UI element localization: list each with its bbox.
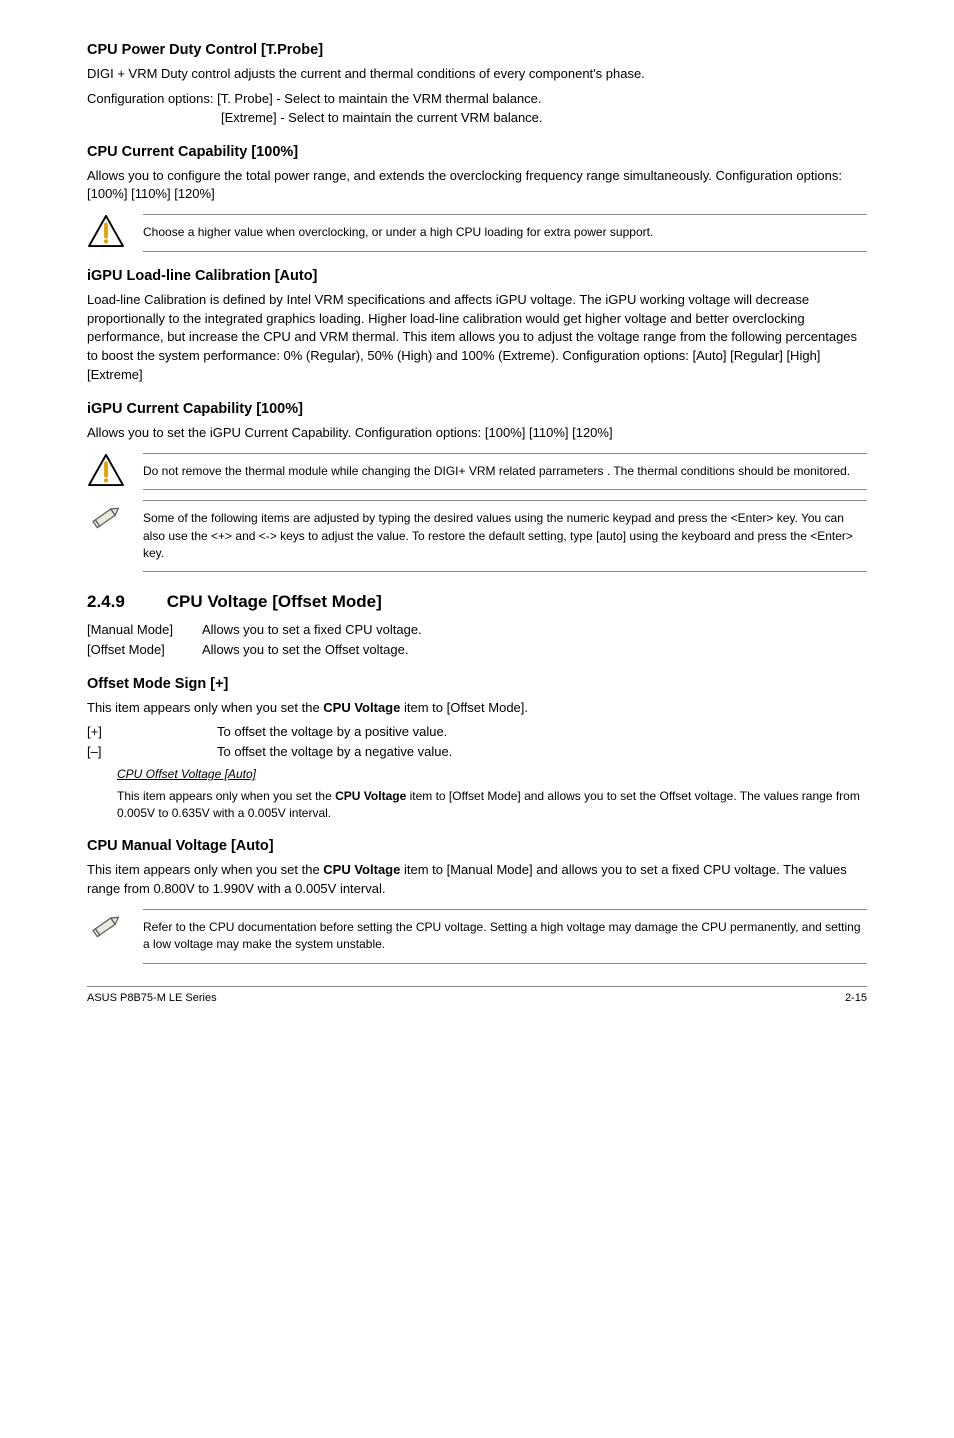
- pencil-icon: [87, 909, 125, 943]
- text-line: Do not remove the thermal module while c…: [143, 463, 867, 480]
- sub-section: CPU Offset Voltage [Auto] This item appe…: [87, 766, 867, 822]
- option-row: [+] To offset the voltage by a positive …: [87, 723, 867, 742]
- text-bold: CPU Voltage: [323, 862, 400, 877]
- callout-text: Some of the following items are adjusted…: [143, 500, 867, 572]
- footer-right: 2-15: [845, 991, 867, 1007]
- option-row: [Manual Mode] Allows you to set a fixed …: [87, 621, 867, 640]
- text-bold: CPU Voltage: [323, 700, 400, 715]
- text-line: [Extreme] - Select to maintain the curre…: [87, 110, 543, 125]
- text-line: Choose a higher value when overclocking,…: [143, 224, 867, 241]
- heading-igpu-loadline: iGPU Load-line Calibration [Auto]: [87, 266, 867, 287]
- callout-text: Choose a higher value when overclocking,…: [143, 214, 867, 251]
- text-span: item to [Offset Mode].: [400, 700, 528, 715]
- text-line: Configuration options: [T. Probe] - Sele…: [87, 91, 542, 106]
- heading-cpu-manual-voltage: CPU Manual Voltage [Auto]: [87, 836, 867, 857]
- body-text: DIGI + VRM Duty control adjusts the curr…: [87, 65, 867, 84]
- section-title: CPU Voltage [Offset Mode]: [167, 592, 382, 611]
- warning-icon: [87, 453, 125, 487]
- body-text: This item appears only when you set the …: [87, 861, 867, 899]
- text-line: Some of the following items are adjusted…: [143, 510, 867, 562]
- text-line: Refer to the CPU documentation before se…: [143, 919, 867, 954]
- heading-cpu-power-duty: CPU Power Duty Control [T.Probe]: [87, 40, 867, 61]
- option-key: [Manual Mode]: [87, 621, 202, 640]
- footer-left: ASUS P8B75-M LE Series: [87, 991, 217, 1007]
- heading-cpu-voltage: 2.4.9 CPU Voltage [Offset Mode]: [87, 590, 867, 615]
- body-text: Configuration options: [T. Probe] - Sele…: [87, 90, 867, 128]
- heading-igpu-current: iGPU Current Capability [100%]: [87, 399, 867, 420]
- callout-text: Do not remove the thermal module while c…: [143, 453, 867, 490]
- text-span: This item appears only when you set the: [87, 700, 323, 715]
- option-value: Allows you to set a fixed CPU voltage.: [202, 621, 422, 640]
- callout-note: Some of the following items are adjusted…: [87, 500, 867, 572]
- body-text: Allows you to configure the total power …: [87, 167, 867, 205]
- option-row: [Offset Mode] Allows you to set the Offs…: [87, 641, 867, 660]
- option-row: [–] To offset the voltage by a negative …: [87, 743, 867, 762]
- option-key: [Offset Mode]: [87, 641, 202, 660]
- text-span: This item appears only when you set the: [87, 862, 323, 877]
- callout-text: Refer to the CPU documentation before se…: [143, 909, 867, 964]
- body-text: Load-line Calibration is defined by Inte…: [87, 291, 867, 385]
- body-text: This item appears only when you set the …: [87, 699, 867, 718]
- option-value: Allows you to set the Offset voltage.: [202, 641, 408, 660]
- option-value: To offset the voltage by a positive valu…: [217, 723, 447, 742]
- callout-note: Refer to the CPU documentation before se…: [87, 909, 867, 964]
- warning-icon: [87, 214, 125, 248]
- sub-body: This item appears only when you set the …: [117, 788, 867, 823]
- text-span: This item appears only when you set the: [117, 789, 335, 803]
- section-number: 2.4.9: [87, 590, 162, 615]
- heading-cpu-current-capability: CPU Current Capability [100%]: [87, 142, 867, 163]
- text-bold: CPU Voltage: [335, 789, 406, 803]
- callout-warning: Do not remove the thermal module while c…: [87, 453, 867, 490]
- page-footer: ASUS P8B75-M LE Series 2-15: [87, 986, 867, 1007]
- heading-offset-mode-sign: Offset Mode Sign [+]: [87, 674, 867, 695]
- option-key: [–]: [87, 743, 217, 762]
- pencil-icon: [87, 500, 125, 534]
- option-value: To offset the voltage by a negative valu…: [217, 743, 452, 762]
- body-text: Allows you to set the iGPU Current Capab…: [87, 424, 867, 443]
- callout-warning: Choose a higher value when overclocking,…: [87, 214, 867, 251]
- option-key: [+]: [87, 723, 217, 742]
- sub-heading: CPU Offset Voltage [Auto]: [117, 766, 867, 783]
